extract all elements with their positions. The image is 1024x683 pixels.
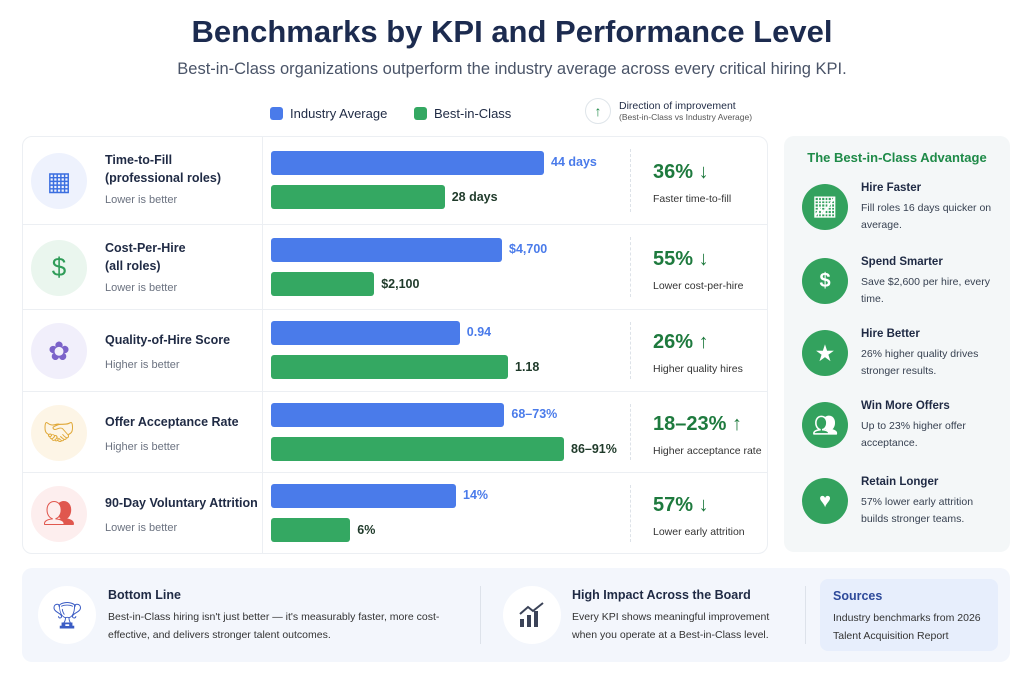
bar-label-best: 86–91% [571, 441, 617, 456]
kpi-row: 👥︎ 90-Day Voluntary Attrition Lower is b… [23, 473, 767, 554]
improvement-percent: 18–23% ↑ [653, 412, 742, 435]
kpi-row: $ Cost-Per-Hire (all roles) Lower is bett… [23, 225, 767, 310]
improvement-label: Faster time-to-fill [653, 193, 732, 205]
trophy-icon: 🏆︎ [38, 586, 96, 644]
advantage-title: The Best-in-Class Advantage [807, 150, 987, 165]
bar-label-industry: 44 days [551, 155, 597, 169]
advantage-heading: Win More Offers [861, 400, 950, 412]
legend-label: Best-in-Class [434, 106, 512, 121]
advantage-heading: Hire Faster [861, 182, 922, 194]
kpi-row: ✿ Quality-of-Hire Score Higher is better… [23, 310, 767, 392]
bar-label-industry: 14% [463, 487, 489, 502]
bottom-line-title: Bottom Line [108, 588, 181, 602]
bar-label-industry: 68–73% [511, 406, 558, 421]
bar-label-best: 1.18 [515, 360, 540, 374]
improvement-percent: 26% ↑ [653, 331, 709, 353]
advantage-desc: Fill roles 16 days quicker on average. [861, 202, 992, 231]
award-badge-icon: ✿ [31, 323, 87, 379]
improvement-label: Higher acceptance rate [653, 444, 762, 457]
kpi-title: Quality-of-Hire Score [105, 333, 231, 347]
bar-best [271, 436, 564, 461]
kpi-direction-note: Lower is better [105, 282, 178, 294]
legend-label: Industry Average [290, 106, 388, 121]
kpi-row: 🤝︎ Offer Acceptance Rate Higher is bette… [23, 392, 767, 473]
page-subtitle: Best-in-Class organizations outperform t… [177, 60, 847, 78]
sources-text: Industry benchmarks from 2026 Talent Acq… [833, 612, 981, 642]
group-icon: 👥︎ [802, 402, 848, 448]
heart-icon: ♥ [802, 478, 848, 524]
growth-chart-icon [503, 586, 561, 644]
kpi-direction-note: Lower is better [105, 521, 178, 534]
handshake-icon: 🤝︎ [31, 404, 87, 461]
star-icon: ★ [802, 330, 848, 376]
impact-text: Every KPI shows meaningful improvement w… [572, 611, 770, 641]
growth-chart-icon: 📈︎ [802, 184, 848, 230]
bar-industry [271, 483, 456, 508]
improvement-label: Lower cost-per-hire [653, 279, 744, 292]
bottom-summary: 🏆︎ Bottom Line Best-in-Class hiring isn'… [22, 568, 1010, 662]
legend-swatch-best [414, 107, 427, 120]
improvement-percent: 57% ↓ [653, 493, 709, 516]
legend-swatch-industry [270, 107, 283, 120]
improvement-percent: 36% ↓ [653, 161, 709, 183]
advantage-desc: Save $2,600 per hire, every time. [861, 276, 990, 305]
legend-industry: Industry Average [270, 106, 387, 121]
bar-label-best: 28 days [451, 190, 498, 204]
kpi-direction-note: Lower is better [105, 194, 178, 206]
bar-industry [271, 237, 502, 262]
improvement-label: Higher quality hires [653, 363, 743, 375]
advantage-heading: Retain Longer [861, 476, 939, 488]
improvement-label: Lower early attrition [653, 525, 745, 538]
bar-best [271, 355, 508, 379]
kpi-direction-note: Higher is better [105, 440, 180, 453]
direction-legend: ↑ Direction of improvement (Best-in-Class… [585, 98, 752, 124]
bar-best [271, 517, 351, 542]
dollar-icon: $ [802, 258, 848, 304]
sources-title: Sources [833, 589, 883, 603]
kpi-title: Cost-Per-Hire (all roles) [105, 241, 186, 273]
advantage-heading: Spend Smarter [861, 256, 943, 268]
advantage-desc: 26% higher quality drives stronger resul… [861, 348, 979, 377]
bar-industry [271, 402, 505, 427]
advantage-panel: The Best-in-Class Advantage 📈︎ Hire Fast… [784, 136, 1010, 552]
kpi-title: 90-Day Voluntary Attrition [105, 495, 258, 510]
kpi-title: Time-to-Fill (professional roles) [105, 153, 221, 185]
kpi-direction-note: Higher is better [105, 359, 180, 371]
bar-industry [271, 151, 544, 175]
direction-subtitle: (Best-in-Class vs Industry Average) [619, 112, 753, 122]
bar-industry [271, 321, 460, 345]
bar-label-industry: 0.94 [466, 325, 492, 339]
advantage-heading: Hire Better [861, 328, 920, 340]
impact-title: High Impact Across the Board [572, 588, 751, 602]
sources-box: Sources Industry benchmarks from 2026 Ta… [820, 579, 998, 651]
arrow-up-icon: ↑ [585, 98, 611, 124]
kpi-chart-card: ▦ Time-to-Fill (professional roles) Lower… [22, 136, 768, 554]
kpi-row: ▦ Time-to-Fill (professional roles) Lower… [23, 137, 767, 225]
bar-label-best: $2,100 [381, 276, 420, 291]
bottom-line-text: Best-in-Class hiring isn't just better —… [108, 611, 440, 641]
legend-best: Best-in-Class [414, 106, 511, 121]
bar-best [271, 271, 375, 296]
calendar-icon: ▦ [31, 153, 87, 209]
people-icon: 👥︎ [31, 485, 87, 542]
kpi-title: Offer Acceptance Rate [105, 414, 239, 429]
bar-best [271, 185, 445, 209]
page-title: Benchmarks by KPI and Performance Level [191, 14, 833, 49]
advantage-desc: Up to 23% higher offer acceptance. [861, 420, 966, 449]
advantage-desc: 57% lower early attrition builds stronge… [861, 496, 974, 525]
dollar-icon: $ [31, 239, 87, 296]
bar-label-industry: $4,700 [509, 241, 548, 256]
direction-title: Direction of improvement [619, 100, 736, 112]
bar-label-best: 6% [357, 522, 376, 537]
improvement-percent: 55% ↓ [653, 247, 709, 270]
